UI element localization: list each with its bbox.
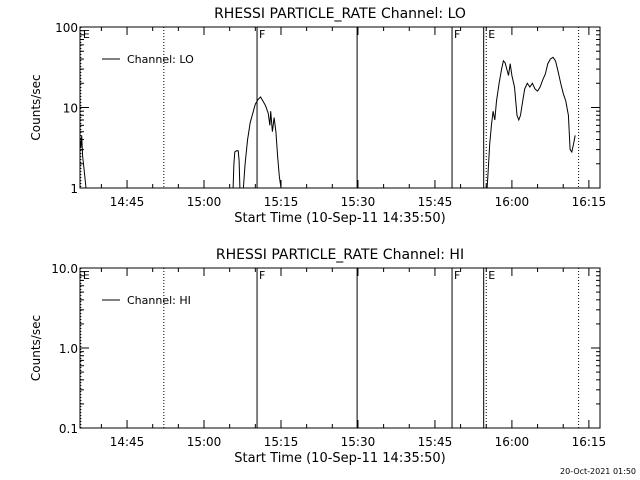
lo-x-tick-label: 15:45 [418,195,453,209]
hi-x-tick-label: 15:15 [264,435,299,449]
hi-x-tick-label: 16:00 [495,435,530,449]
hi-x-tick-label: 16:15 [572,435,607,449]
hi-marker-label: E [83,269,90,282]
hi-marker-label: F [454,269,460,282]
lo-y-tick-label: 100 [55,21,78,35]
lo-x-tick-label: 15:00 [187,195,222,209]
hi-legend-label: Channel: HI [127,294,191,307]
lo-panel: RHESSI PARTICLE_RATE Channel: LO 1 10 100 Co… [29,6,606,226]
lo-marker-label: E [83,28,90,41]
lo-x-tick-label: 16:15 [572,195,607,209]
lo-legend-label: Channel: LO [127,53,194,66]
lo-legend: Channel: LO [102,53,194,66]
hi-x-tick-label: 15:45 [418,435,453,449]
hi-y-axis-label: Counts/sec [29,315,43,381]
hi-x-tick-label: 15:00 [187,435,222,449]
hi-y-tick-label: 1.0 [59,342,78,356]
plot-timestamp: 20-Oct-2021 01:50 [560,467,636,476]
lo-series-line [242,96,282,189]
lo-y-tick-label: 10 [63,102,78,116]
lo-series-line [79,135,87,189]
lo-x-tick-label: 14:45 [110,195,145,209]
hi-x-tick-label: 14:45 [110,435,145,449]
lo-x-tick-label: 15:30 [341,195,376,209]
lo-series-line [232,150,241,189]
hi-x-axis-label: Start Time (10-Sep-11 14:35:50) [234,451,445,466]
hi-y-tick-label: 0.1 [59,422,78,436]
lo-y-tick-label: 1 [70,182,78,196]
lo-marker-label: F [454,28,460,41]
lo-marker-label: F [259,28,265,41]
hi-marker-label: E [488,269,495,282]
hi-panel: RHESSI PARTICLE_RATE Channel: HI 0.1 1.0 10… [29,247,606,466]
lo-x-tick-label: 16:00 [495,195,530,209]
lo-chart-title: RHESSI PARTICLE_RATE Channel: LO [214,6,466,22]
hi-legend: Channel: HI [102,294,191,307]
lo-x-tick-label: 15:15 [264,195,299,209]
lo-x-axis-label: Start Time (10-Sep-11 14:35:50) [234,211,445,226]
lo-series-line [486,56,576,189]
lo-y-axis-label: Counts/sec [29,74,43,140]
hi-marker-label: F [259,269,265,282]
hi-chart-title: RHESSI PARTICLE_RATE Channel: HI [216,247,464,263]
hi-y-tick-label: 10.0 [51,262,78,276]
hi-x-tick-label: 15:30 [341,435,376,449]
lo-marker-label: E [488,28,495,41]
hi-plot-frame [79,267,601,429]
